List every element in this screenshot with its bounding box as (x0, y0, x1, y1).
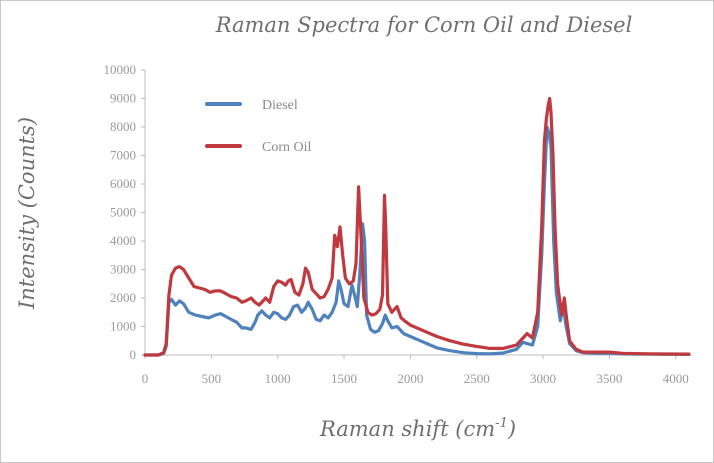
x-tick-label: 2500 (464, 371, 490, 386)
y-tick-label: 4000 (110, 233, 136, 248)
y-tick-label: 7000 (110, 148, 136, 163)
x-tick-label: 1000 (265, 371, 291, 386)
x-tick-label: 3500 (596, 371, 622, 386)
axes (141, 69, 689, 359)
y-tick-label: 8000 (110, 119, 136, 134)
legend: Diesel Corn Oil (205, 98, 312, 155)
y-tick-label: 9000 (110, 91, 136, 106)
y-tick-label: 3000 (110, 262, 136, 277)
x-axis-title-superscript: -1 (495, 416, 508, 431)
legend-label-corn-oil: Corn Oil (262, 140, 312, 155)
series-line-diesel (143, 125, 691, 357)
y-tick-label: 5000 (110, 205, 136, 220)
x-tick-label: 2000 (397, 371, 423, 386)
y-tick-label: 0 (130, 347, 137, 362)
y-tick-label: 1000 (110, 319, 136, 334)
tick-labels: 0100020003000400050006000700080009000100… (104, 62, 689, 386)
y-axis-title-group: Intensity (Counts) (15, 117, 39, 310)
y-tick-label: 2000 (110, 290, 136, 305)
x-tick-label: 4000 (663, 371, 689, 386)
x-tick-label: 1500 (331, 371, 357, 386)
series-lines (143, 96, 691, 357)
x-axis-title-close: ) (507, 417, 516, 441)
x-axis-title: Raman shift (cm-1) (319, 416, 516, 441)
chart-title: Raman Spectra for Corn Oil and Diesel (215, 13, 633, 37)
legend-label-diesel: Diesel (262, 98, 298, 113)
y-tick-label: 6000 (110, 176, 136, 191)
y-axis-title: Intensity (Counts) (15, 117, 39, 310)
x-axis-title-main: Raman shift (cm (319, 417, 495, 441)
series-line-corn-oil (143, 96, 691, 357)
x-tick-label: 500 (202, 371, 222, 386)
y-tick-label: 10000 (104, 62, 137, 77)
x-tick-label: 0 (142, 371, 149, 386)
x-tick-label: 3000 (530, 371, 556, 386)
